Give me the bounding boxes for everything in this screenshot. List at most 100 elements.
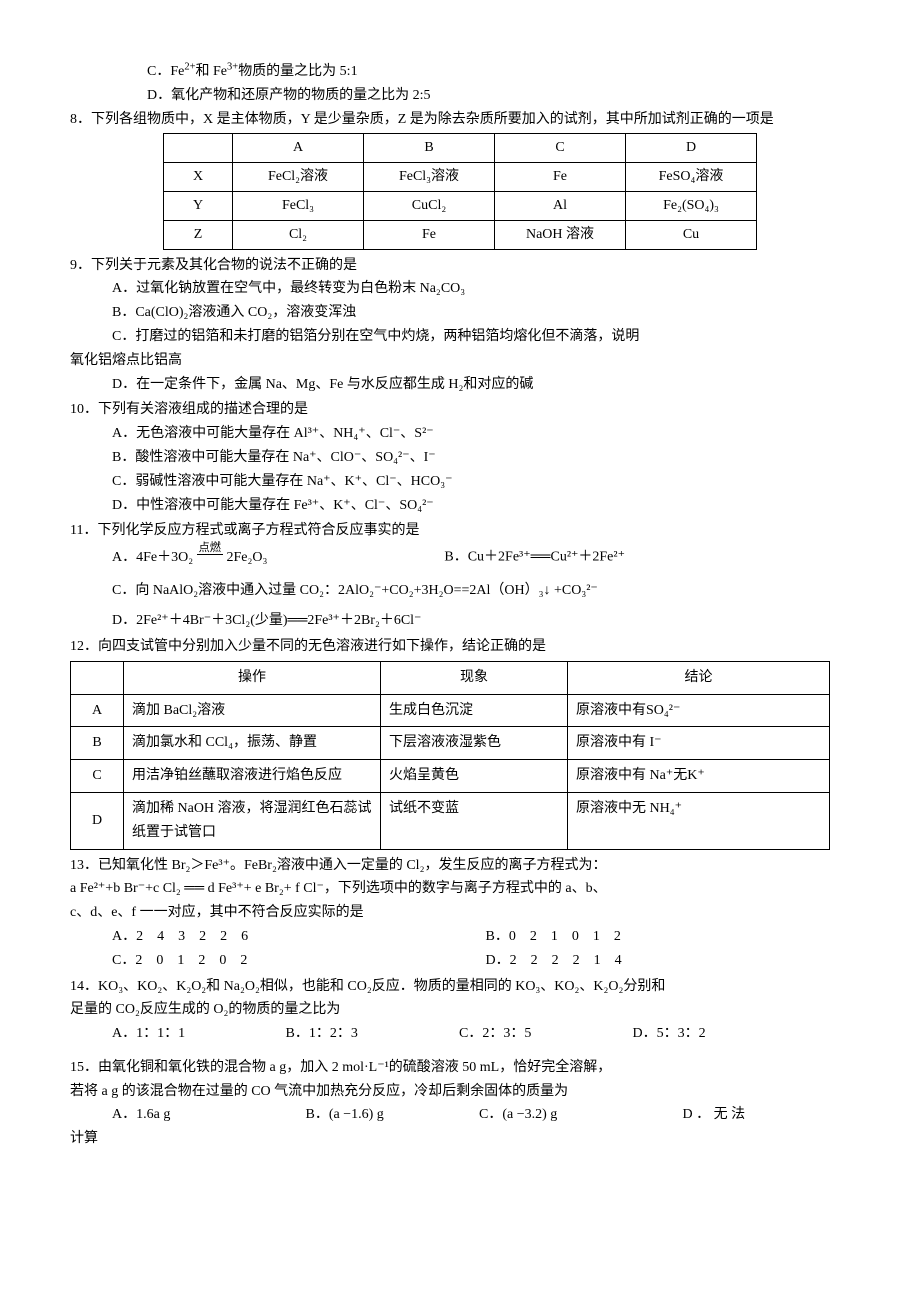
- q10-c: C．弱碱性溶液中可能大量存在 Na⁺、K⁺、Cl⁻、HCO₃⁻: [70, 470, 850, 494]
- q8-y-c: Al: [495, 191, 626, 220]
- q12-a-ph: 生成白色沉淀: [381, 694, 568, 727]
- question-7-fragment: C．Fe2+和 Fe3+物质的量之比为 5:1 D．氧化产物和还原产物的物质的量…: [70, 60, 850, 108]
- q8-y-d: Fe₂(SO₄)₃: [626, 191, 757, 220]
- q11-stem: 11．下列化学反应方程式或离子方程式符合反应事实的是: [70, 519, 850, 543]
- q12-c-label: C: [71, 760, 124, 793]
- q12-c-op: 用洁净铂丝蘸取溶液进行焰色反应: [124, 760, 381, 793]
- q10-stem: 10．下列有关溶液组成的描述合理的是: [70, 398, 850, 422]
- q8-z-c: NaOH 溶液: [495, 220, 626, 249]
- q15-d-l2: 计算: [70, 1127, 850, 1151]
- q10-d: D．中性溶液中可能大量存在 Fe³⁺、K⁺、Cl⁻、SO₄²⁻: [70, 494, 850, 518]
- q9-c1: C．打磨过的铝箔和未打磨的铝箔分别在空气中灼烧，两种铝箔均熔化但不滴落，说明: [70, 325, 850, 349]
- question-13: 13．已知氧化性 Br₂＞Fe³⁺。FeBr₂溶液中通入一定量的 Cl₂，发生反…: [70, 854, 850, 973]
- q15-l1: 15．由氧化铜和氧化铁的混合物 a g，加入 2 mol·L⁻¹的硫酸溶液 50…: [70, 1056, 850, 1080]
- q8-y-label: Y: [164, 191, 233, 220]
- q8-z-d: Cu: [626, 220, 757, 249]
- q12-h-ph: 现象: [381, 661, 568, 694]
- q13-l3: c、d、e、f 一一对应，其中不符合反应实际的是: [70, 901, 850, 925]
- q15-opts: A．1.6a g B．(a −1.6) g C．(a −3.2) g D ． 无…: [70, 1103, 850, 1127]
- q8-h-blank: [164, 134, 233, 163]
- question-11: 11．下列化学反应方程式或离子方程式符合反应事实的是 A．4Fe＋3O₂ 点燃 …: [70, 519, 850, 633]
- q9-a: A．过氧化钠放置在空气中，最终转变为白色粉末 Na₂CO₃: [70, 277, 850, 301]
- q15-l2: 若将 a g 的该混合物在过量的 CO 气流中加热充分反应，冷却后剩余固体的质量…: [70, 1080, 850, 1104]
- q13-l2: a Fe²⁺+b Br⁻+c Cl₂ ══ d Fe³⁺+ e Br₂+ f C…: [70, 877, 850, 901]
- q13-d: D．2 2 2 2 1 4: [486, 949, 622, 973]
- q8-x-b: FeCl₃溶液: [364, 163, 495, 192]
- q11-a: A．4Fe＋3O₂ 点燃 2Fe₂O₃: [112, 550, 271, 565]
- q13-opts-row1: A．2 4 3 2 2 6 B．0 2 1 0 1 2: [70, 925, 850, 949]
- q14-opts: A．1：1：1 B．1：2：3 C．2：3：5 D．5：3：2: [70, 1022, 850, 1046]
- q8-table: A B C D X FeCl₂溶液 FeCl₃溶液 Fe FeSO₄溶液 Y F…: [163, 133, 757, 249]
- question-10: 10．下列有关溶液组成的描述合理的是 A．无色溶液中可能大量存在 Al³⁺、NH…: [70, 398, 850, 517]
- q12-h-cn: 结论: [568, 661, 830, 694]
- q12-a-label: A: [71, 694, 124, 727]
- q14-l1: 14．KO₃、KO₂、K₂O₂和 Na₂O₂相似，也能和 CO₂反应．物质的量相…: [70, 975, 850, 999]
- q13-a: A．2 4 3 2 2 6: [112, 925, 482, 949]
- q8-h-c: C: [495, 134, 626, 163]
- q14-l2: 足量的 CO₂反应生成的 O₂的物质的量之比为: [70, 998, 850, 1022]
- q15-a: A．1.6a g: [112, 1103, 302, 1127]
- q12-d-op: 滴加稀 NaOH 溶液，将湿润红色石蕊试纸置于试管口: [124, 792, 381, 849]
- q12-b-ph: 下层溶液液湿紫色: [381, 727, 568, 760]
- q12-h-blank: [71, 661, 124, 694]
- q8-y-b: CuCl₂: [364, 191, 495, 220]
- q13-opts-row2: C．2 0 1 2 0 2 D．2 2 2 2 1 4: [70, 949, 850, 973]
- q11-c: C．向 NaAlO₂溶液中通入过量 CO₂：2AlO₂⁻+CO₂+3H₂O==2…: [70, 579, 850, 603]
- q12-c-ph: 火焰呈黄色: [381, 760, 568, 793]
- q8-z-b: Fe: [364, 220, 495, 249]
- question-9: 9．下列关于元素及其化合物的说法不正确的是 A．过氧化钠放置在空气中，最终转变为…: [70, 254, 850, 397]
- q9-d: D．在一定条件下，金属 Na、Mg、Fe 与水反应都生成 H₂和对应的碱: [70, 373, 850, 397]
- q8-h-a: A: [233, 134, 364, 163]
- q12-c-cn: 原溶液中有 Na⁺无K⁺: [568, 760, 830, 793]
- q11-b: B．Cu＋2Fe³⁺══Cu²⁺＋2Fe²⁺: [444, 550, 625, 565]
- q12-table: 操作 现象 结论 A 滴加 BaCl₂溶液 生成白色沉淀 原溶液中有SO₄²⁻ …: [70, 661, 830, 850]
- q8-x-a: FeCl₂溶液: [233, 163, 364, 192]
- q14-a: A．1：1：1: [112, 1022, 282, 1046]
- q8-y-a: FeCl₃: [233, 191, 364, 220]
- q12-d-ph: 试纸不变蓝: [381, 792, 568, 849]
- q12-b-cn: 原溶液中有 I⁻: [568, 727, 830, 760]
- q12-b-label: B: [71, 727, 124, 760]
- q7-option-d: D．氧化产物和还原产物的物质的量之比为 2:5: [70, 84, 850, 108]
- q15-c: C．(a −3.2) g: [479, 1103, 679, 1127]
- q11-a-left: A．4Fe＋3O₂: [112, 550, 193, 565]
- q8-z-a: Cl₂: [233, 220, 364, 249]
- q13-c: C．2 0 1 2 0 2: [112, 949, 482, 973]
- q12-b-op: 滴加氯水和 CCl₄，振荡、静置: [124, 727, 381, 760]
- q11-a-right: 2Fe₂O₃: [227, 550, 268, 565]
- q14-b: B．1：2：3: [286, 1022, 456, 1046]
- q11-d: D．2Fe²⁺＋4Br⁻＋3Cl₂(少量)══2Fe³⁺＋2Br₂＋6Cl⁻: [70, 609, 850, 633]
- q12-row-b: B 滴加氯水和 CCl₄，振荡、静置 下层溶液液湿紫色 原溶液中有 I⁻: [71, 727, 830, 760]
- q10-b: B．酸性溶液中可能大量存在 Na⁺、ClO⁻、SO₄²⁻、I⁻: [70, 446, 850, 470]
- q15-b: B．(a −1.6) g: [306, 1103, 476, 1127]
- q13-l1: 13．已知氧化性 Br₂＞Fe³⁺。FeBr₂溶液中通入一定量的 Cl₂，发生反…: [70, 854, 850, 878]
- question-8: 8．下列各组物质中，X 是主体物质，Y 是少量杂质，Z 是为除去杂质所要加入的试…: [70, 108, 850, 250]
- q8-x-label: X: [164, 163, 233, 192]
- q8-x-d: FeSO₄溶液: [626, 163, 757, 192]
- q12-d-label: D: [71, 792, 124, 849]
- q12-row-a: A 滴加 BaCl₂溶液 生成白色沉淀 原溶液中有SO₄²⁻: [71, 694, 830, 727]
- q8-h-d: D: [626, 134, 757, 163]
- q11-row-ab: A．4Fe＋3O₂ 点燃 2Fe₂O₃ B．Cu＋2Fe³⁺══Cu²⁺＋2Fe…: [70, 543, 850, 569]
- q9-c2: 氧化铝熔点比铝高: [70, 349, 850, 373]
- q9-stem: 9．下列关于元素及其化合物的说法不正确的是: [70, 254, 850, 278]
- q14-d: D．5：3：2: [633, 1022, 706, 1046]
- q8-x-c: Fe: [495, 163, 626, 192]
- q12-row-c: C 用洁净铂丝蘸取溶液进行焰色反应 火焰呈黄色 原溶液中有 Na⁺无K⁺: [71, 760, 830, 793]
- q12-a-cn: 原溶液中有SO₄²⁻: [568, 694, 830, 727]
- q8-stem: 8．下列各组物质中，X 是主体物质，Y 是少量杂质，Z 是为除去杂质所要加入的试…: [70, 108, 850, 132]
- q8-z-label: Z: [164, 220, 233, 249]
- q9-b: B．Ca(ClO)₂溶液通入 CO₂，溶液变浑浊: [70, 301, 850, 325]
- q8-h-b: B: [364, 134, 495, 163]
- question-12: 12．向四支试管中分别加入少量不同的无色溶液进行如下操作，结论正确的是 操作 现…: [70, 635, 850, 850]
- q10-a: A．无色溶液中可能大量存在 Al³⁺、NH₄⁺、Cl⁻、S²⁻: [70, 422, 850, 446]
- question-15: 15．由氧化铜和氧化铁的混合物 a g，加入 2 mol·L⁻¹的硫酸溶液 50…: [70, 1056, 850, 1151]
- q12-stem: 12．向四支试管中分别加入少量不同的无色溶液进行如下操作，结论正确的是: [70, 635, 850, 659]
- q11-a-condition-icon: 点燃: [197, 543, 223, 566]
- q14-c: C．2：3：5: [459, 1022, 629, 1046]
- question-14: 14．KO₃、KO₂、K₂O₂和 Na₂O₂相似，也能和 CO₂反应．物质的量相…: [70, 975, 850, 1046]
- q12-row-d: D 滴加稀 NaOH 溶液，将湿润红色石蕊试纸置于试管口 试纸不变蓝 原溶液中无…: [71, 792, 830, 849]
- q7-option-c: C．Fe2+和 Fe3+物质的量之比为 5:1: [70, 60, 850, 84]
- q12-a-op: 滴加 BaCl₂溶液: [124, 694, 381, 727]
- q15-d-l1: D ． 无 法: [683, 1103, 746, 1127]
